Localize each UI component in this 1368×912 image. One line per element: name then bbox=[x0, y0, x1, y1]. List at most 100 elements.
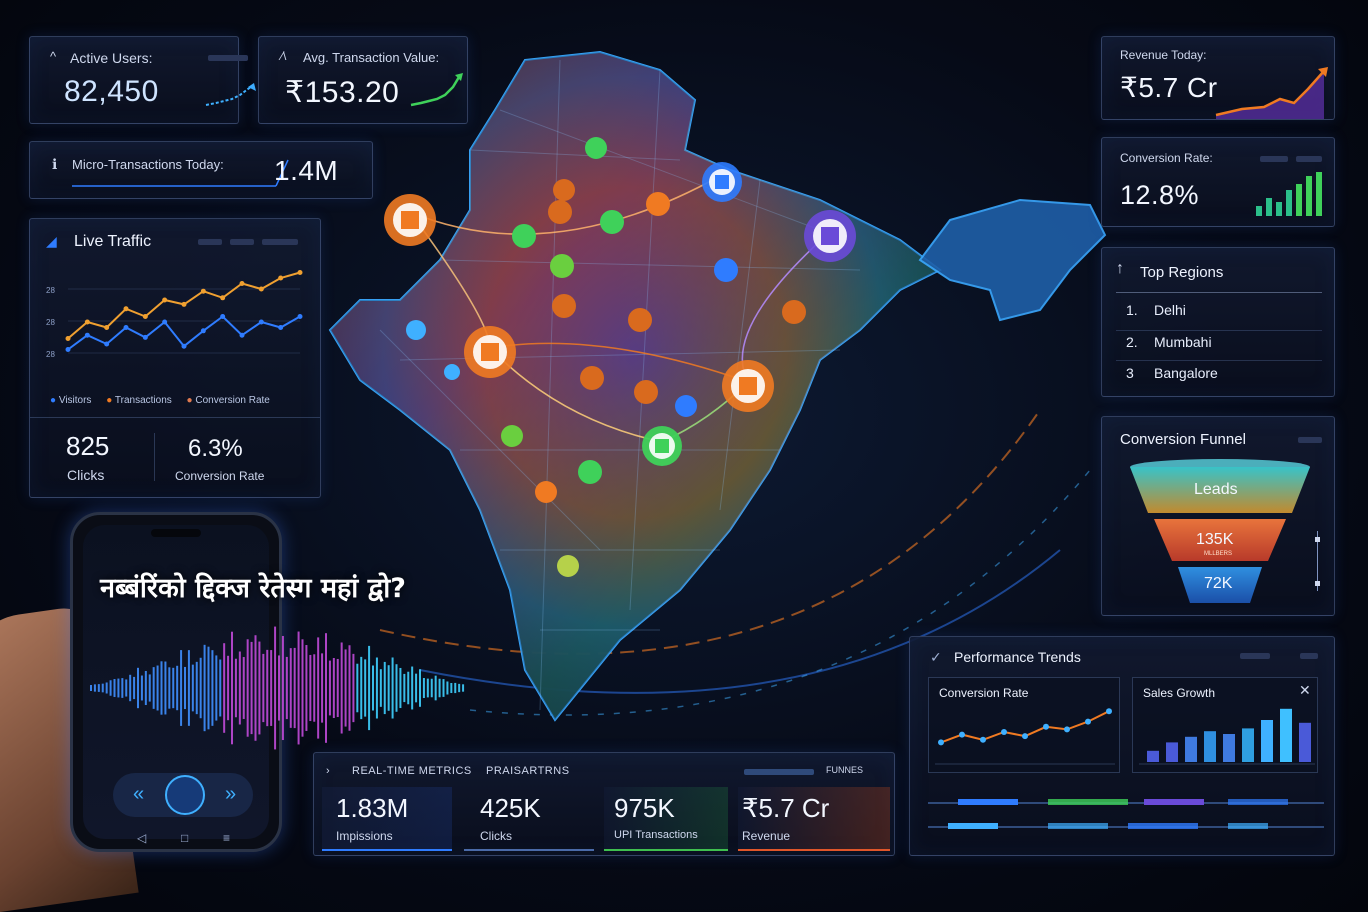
funnel-stage-2: 135K bbox=[1196, 531, 1234, 548]
avg-transaction-value: ₹153.20 bbox=[285, 76, 400, 109]
region-item[interactable]: 3 Bangalore bbox=[1126, 365, 1322, 393]
mic-button[interactable] bbox=[165, 775, 205, 815]
region-item[interactable]: 1. Delhi bbox=[1126, 302, 1322, 330]
waveform-bar bbox=[454, 682, 457, 694]
india-map[interactable] bbox=[300, 30, 1120, 730]
data-point bbox=[84, 319, 90, 325]
data-point bbox=[1085, 718, 1091, 725]
data-point bbox=[239, 332, 245, 338]
map-pin-large[interactable] bbox=[642, 426, 682, 466]
waveform-bar bbox=[184, 666, 186, 710]
waveform-bar bbox=[379, 669, 382, 707]
forward-button[interactable]: » bbox=[225, 783, 237, 805]
data-point bbox=[297, 314, 303, 319]
waveform-bar bbox=[223, 643, 226, 733]
menu-dots-icon[interactable] bbox=[1300, 653, 1318, 659]
bar bbox=[1185, 736, 1197, 762]
region-rank: 2. bbox=[1126, 334, 1138, 350]
active-users-value: 82,450 bbox=[64, 75, 159, 108]
waveform-bar bbox=[332, 657, 335, 719]
map-pin-large[interactable] bbox=[384, 194, 436, 246]
waveform-bar bbox=[309, 654, 312, 722]
toolbar-dots-icon[interactable] bbox=[230, 239, 254, 245]
waveform-bar bbox=[101, 683, 104, 693]
waveform-bar bbox=[415, 673, 418, 703]
waveform-bar bbox=[348, 645, 351, 731]
conversion-rate-card[interactable]: Conversion Rate: 12.8% bbox=[1101, 137, 1335, 227]
waveform-bar bbox=[462, 684, 465, 692]
waveform-bar bbox=[125, 679, 128, 697]
waveform-bar bbox=[242, 657, 245, 719]
waveform-bar bbox=[450, 682, 453, 694]
waveform-bar bbox=[274, 626, 277, 750]
clicks-label: Clicks bbox=[67, 467, 105, 483]
revenue-today-value: ₹5.7 Cr bbox=[1120, 72, 1218, 103]
micro-transactions-card[interactable]: ℹ Micro-Transactions Today: 1.4M bbox=[29, 141, 373, 199]
avg-transaction-card[interactable]: ⁄\ Avg. Transaction Value: ₹153.20 bbox=[258, 36, 468, 124]
realtime-metrics-panel: › REAL-TIME METRICS PRAISARTRNS FUNNES 1… bbox=[313, 752, 895, 856]
toolbar-dots-icon[interactable] bbox=[262, 239, 298, 245]
data-point bbox=[220, 295, 226, 301]
voice-waveform bbox=[90, 626, 465, 750]
metric-card[interactable]: 975K UPI Transactions bbox=[604, 787, 728, 851]
metric-value: 1.83M bbox=[336, 793, 409, 823]
conversion-funnel-panel: Conversion Funnel Leads 135K MLLBERS 72K bbox=[1101, 416, 1335, 616]
waveform-bar bbox=[301, 639, 304, 737]
waveform-bar bbox=[187, 650, 190, 726]
back-nav-icon[interactable]: ◁ bbox=[137, 831, 147, 845]
menu-dots-icon[interactable] bbox=[1260, 156, 1288, 162]
waveform-bar bbox=[231, 631, 233, 745]
waveform-bar bbox=[133, 676, 136, 700]
home-nav-icon[interactable]: □ bbox=[181, 831, 189, 845]
voice-query-text: नब्बंरिंको द्दिक्ज रेतेस्ग महां द्वो? bbox=[100, 573, 406, 604]
waveform-bar bbox=[227, 655, 230, 721]
data-point bbox=[200, 328, 206, 334]
data-point bbox=[142, 314, 148, 319]
legend-dot-visitors: ● bbox=[50, 395, 57, 406]
map-pin-large[interactable] bbox=[722, 360, 774, 412]
region-item[interactable]: 2. Mumbahi bbox=[1126, 334, 1322, 362]
sparkline-icon bbox=[410, 73, 463, 107]
recent-nav-icon[interactable]: ≡ bbox=[223, 831, 231, 845]
metric-label: Clicks bbox=[480, 829, 512, 843]
waveform-bar bbox=[250, 641, 253, 735]
toolbar-dots-icon[interactable] bbox=[744, 769, 814, 775]
map-pin-large[interactable] bbox=[464, 326, 516, 378]
data-point bbox=[239, 281, 245, 286]
metric-card[interactable]: 425K Clicks bbox=[464, 787, 594, 851]
live-traffic-panel: ◢ Live Traffic 28 28 28 ● Visitors ● Trans… bbox=[29, 218, 321, 498]
data-point bbox=[959, 731, 965, 738]
funnel-stage-2-sub: MLLBERS bbox=[1204, 551, 1233, 557]
rewind-button[interactable]: « bbox=[133, 783, 145, 805]
toolbar-dots-icon[interactable] bbox=[198, 239, 222, 245]
metric-card[interactable]: 1.83M Impissions bbox=[322, 787, 452, 851]
map-pin-small[interactable] bbox=[406, 137, 806, 577]
legend-dot-conversion: ● bbox=[186, 395, 193, 406]
menu-dots-icon[interactable] bbox=[1296, 156, 1322, 162]
chart-icon: ⁄\ bbox=[281, 49, 287, 63]
arrow-up-icon: ↑ bbox=[1116, 260, 1124, 277]
region-rank: 1. bbox=[1126, 302, 1138, 318]
waveform-bar bbox=[293, 647, 296, 729]
bar bbox=[1299, 722, 1311, 762]
menu-dots-icon[interactable] bbox=[1240, 653, 1270, 659]
sales-bar-chart bbox=[1139, 708, 1315, 765]
conversion-subpanel: Conversion Rate bbox=[928, 677, 1120, 773]
active-users-card[interactable]: ^ Active Users: 82,450 bbox=[29, 36, 256, 124]
metric-card[interactable]: ₹5.7 Cr Revenue bbox=[738, 787, 890, 851]
data-point bbox=[258, 319, 264, 325]
revenue-today-card[interactable]: Revenue Today: ₹5.7 Cr bbox=[1101, 36, 1335, 120]
metric-value: 425K bbox=[480, 793, 541, 823]
sales-subtitle: Sales Growth bbox=[1143, 686, 1216, 700]
waveform-bar bbox=[90, 685, 92, 691]
data-point bbox=[980, 736, 986, 743]
close-icon[interactable]: ✕ bbox=[1299, 682, 1311, 698]
map-pin-large[interactable] bbox=[804, 210, 856, 262]
northeast-shape bbox=[918, 198, 1107, 322]
legend-conversion: Conversion Rate bbox=[195, 395, 270, 406]
menu-dots-icon[interactable] bbox=[1298, 437, 1322, 443]
avg-transaction-label: Avg. Transaction Value: bbox=[303, 50, 440, 65]
region-rank: 3 bbox=[1126, 365, 1134, 381]
map-pin-large[interactable] bbox=[702, 162, 742, 202]
bar bbox=[1280, 708, 1292, 762]
